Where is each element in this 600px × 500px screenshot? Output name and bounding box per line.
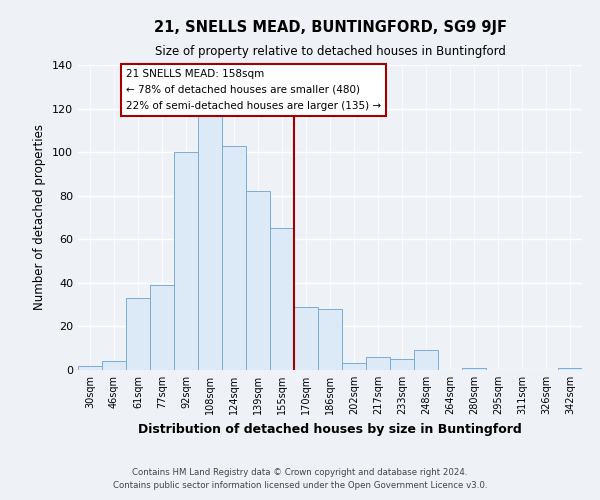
Text: Contains HM Land Registry data © Crown copyright and database right 2024.
Contai: Contains HM Land Registry data © Crown c… xyxy=(113,468,487,490)
Text: 21, SNELLS MEAD, BUNTINGFORD, SG9 9JF: 21, SNELLS MEAD, BUNTINGFORD, SG9 9JF xyxy=(154,20,506,35)
Bar xyxy=(270,228,294,370)
Text: 21 SNELLS MEAD: 158sqm
← 78% of detached houses are smaller (480)
22% of semi-de: 21 SNELLS MEAD: 158sqm ← 78% of detached… xyxy=(126,70,381,110)
Bar xyxy=(198,113,222,370)
X-axis label: Distribution of detached houses by size in Buntingford: Distribution of detached houses by size … xyxy=(138,422,522,436)
Bar xyxy=(78,366,102,370)
Bar xyxy=(366,357,390,370)
Bar xyxy=(246,192,270,370)
Y-axis label: Number of detached properties: Number of detached properties xyxy=(34,124,46,310)
Bar xyxy=(390,359,414,370)
Bar xyxy=(222,146,246,370)
Bar xyxy=(102,362,126,370)
Bar xyxy=(414,350,438,370)
Bar xyxy=(342,364,366,370)
Bar xyxy=(558,368,582,370)
Text: Size of property relative to detached houses in Buntingford: Size of property relative to detached ho… xyxy=(155,45,505,58)
Bar xyxy=(150,285,174,370)
Bar xyxy=(126,298,150,370)
Bar xyxy=(294,307,318,370)
Bar xyxy=(462,368,486,370)
Bar xyxy=(174,152,198,370)
Bar xyxy=(318,309,342,370)
